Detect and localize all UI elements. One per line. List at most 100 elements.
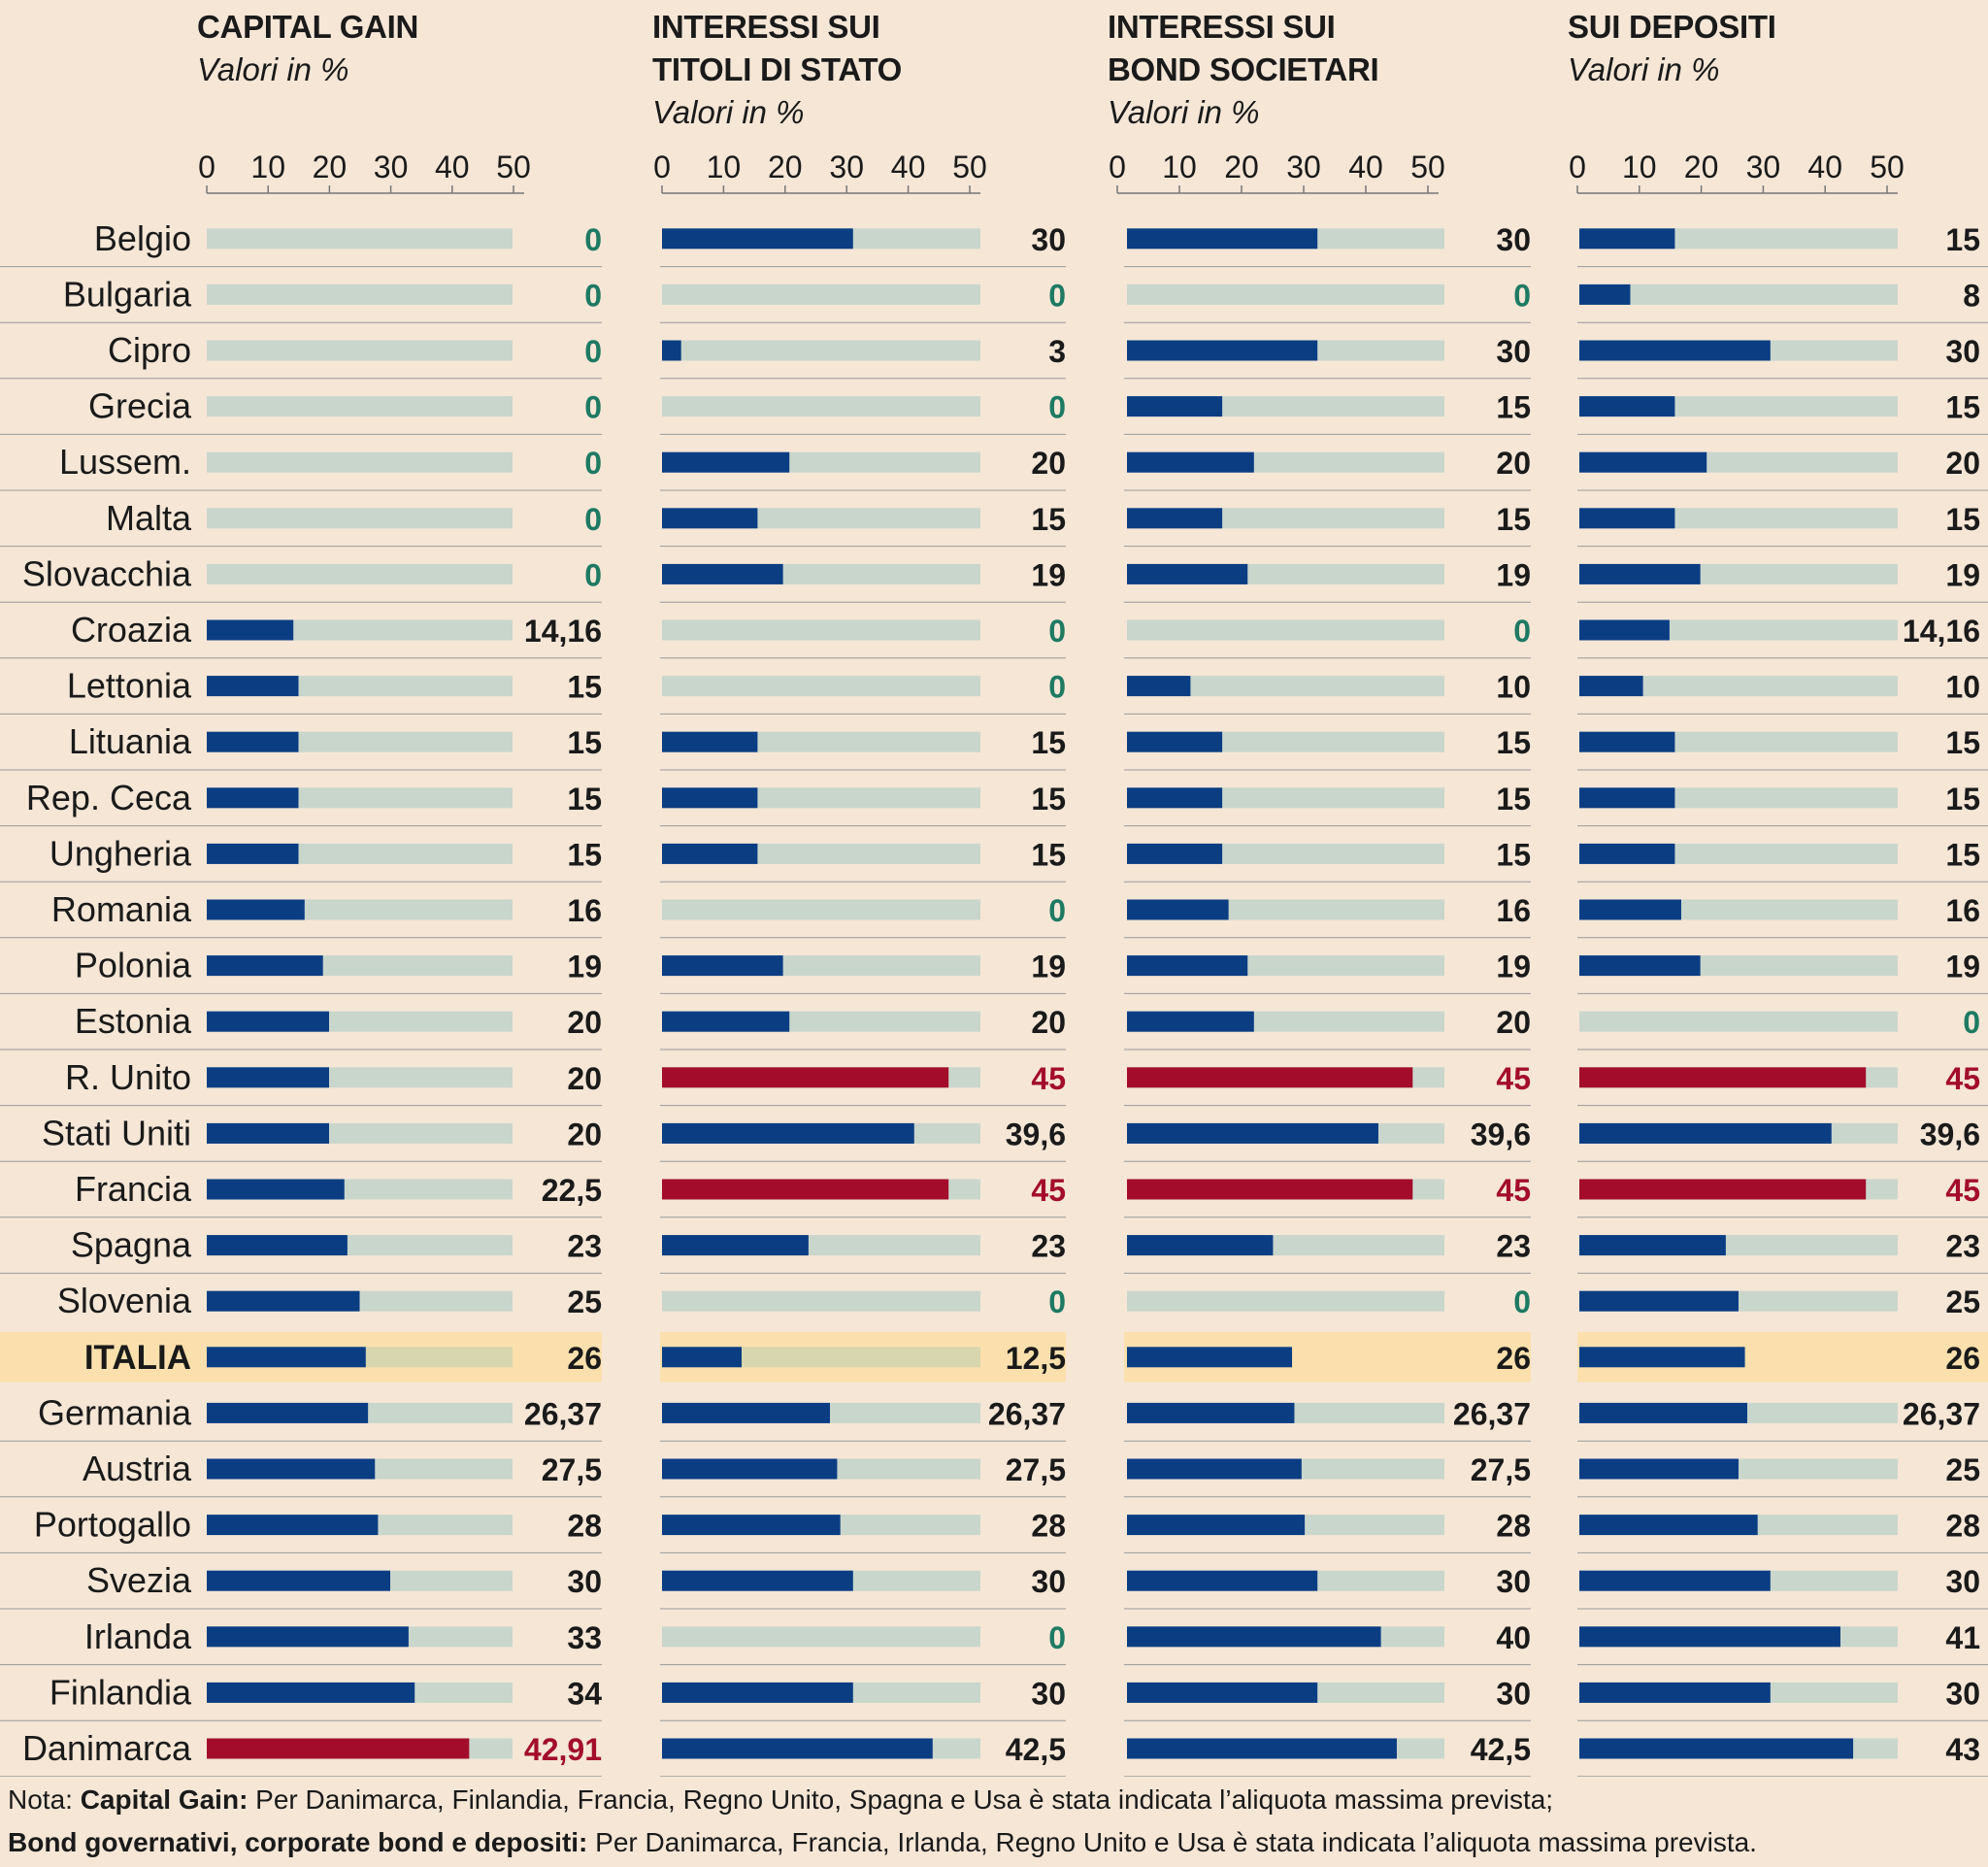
bar-capital-gain-ungheria bbox=[207, 843, 299, 864]
value-label-sui-depositi-bulgaria: 8 bbox=[1963, 278, 1980, 313]
bar-sui-depositi-bulgaria bbox=[1579, 283, 1631, 305]
bar-sui-depositi-slovenia bbox=[1579, 1290, 1739, 1312]
category-label-cipro: Cipro bbox=[108, 330, 191, 370]
tick-label-sui-depositi-10: 10 bbox=[1622, 150, 1657, 184]
value-label-sui-depositi-finlandia: 30 bbox=[1945, 1676, 1980, 1711]
value-label-interessi-sui-bond-societari-ungheria: 15 bbox=[1496, 837, 1531, 872]
bar-capital-gain-lituania bbox=[207, 731, 299, 752]
bar-interessi-sui-titoli-di-stato-portogallo bbox=[662, 1515, 841, 1536]
value-label-sui-depositi-portogallo: 28 bbox=[1945, 1509, 1980, 1544]
bar-capital-gain-slovenia bbox=[207, 1290, 360, 1312]
tick-label-interessi-sui-titoli-di-stato-50: 50 bbox=[952, 150, 987, 184]
value-label-interessi-sui-titoli-di-stato-stati-uniti: 39,6 bbox=[1006, 1117, 1066, 1151]
value-label-sui-depositi-grecia: 15 bbox=[1945, 390, 1980, 425]
value-label-capital-gain-croazia: 14,16 bbox=[524, 614, 602, 649]
value-label-interessi-sui-titoli-di-stato-irlanda: 0 bbox=[1048, 1620, 1066, 1655]
bar-sui-depositi-cipro bbox=[1579, 340, 1771, 361]
value-label-capital-gain-lussem: 0 bbox=[584, 446, 602, 481]
value-label-interessi-sui-titoli-di-stato-cipro: 3 bbox=[1048, 334, 1066, 369]
track-capital-gain-belgio bbox=[207, 228, 513, 250]
bar-interessi-sui-titoli-di-stato-polonia bbox=[662, 955, 783, 977]
bar-capital-gain-italia bbox=[207, 1347, 366, 1368]
value-label-sui-depositi-r-unito: 45 bbox=[1945, 1061, 1980, 1096]
value-label-interessi-sui-bond-societari-germania: 26,37 bbox=[1453, 1396, 1531, 1431]
value-label-capital-gain-portogallo: 28 bbox=[567, 1509, 602, 1544]
value-label-interessi-sui-titoli-di-stato-grecia: 0 bbox=[1048, 390, 1066, 425]
bar-sui-depositi-danimarca bbox=[1579, 1738, 1854, 1759]
bar-capital-gain-francia bbox=[207, 1179, 345, 1200]
panel-title-line-2: TITOLI DI STATO bbox=[652, 51, 903, 87]
value-label-interessi-sui-bond-societari-slovenia: 0 bbox=[1513, 1284, 1531, 1319]
bar-sui-depositi-r-unito bbox=[1579, 1067, 1867, 1088]
track-interessi-sui-titoli-di-stato-irlanda bbox=[662, 1626, 980, 1648]
bar-interessi-sui-bond-societari-finlandia bbox=[1127, 1682, 1318, 1703]
category-label-lituania: Lituania bbox=[69, 721, 192, 761]
value-label-sui-depositi-italia: 26 bbox=[1945, 1341, 1980, 1376]
value-label-capital-gain-romania: 16 bbox=[567, 893, 602, 928]
category-label-irlanda: Irlanda bbox=[84, 1617, 192, 1656]
value-label-interessi-sui-bond-societari-lussem: 20 bbox=[1496, 446, 1531, 481]
category-label-ungheria: Ungheria bbox=[50, 833, 192, 873]
bar-capital-gain-irlanda bbox=[207, 1626, 409, 1648]
tick-label-interessi-sui-titoli-di-stato-10: 10 bbox=[707, 150, 742, 184]
footnote-text-capital-gain: Per Danimarca, Finlandia, Francia, Regno… bbox=[248, 1784, 1554, 1815]
track-interessi-sui-titoli-di-stato-lettonia bbox=[662, 676, 980, 697]
tick-label-capital-gain-0: 0 bbox=[198, 150, 215, 184]
bar-sui-depositi-svezia bbox=[1579, 1570, 1771, 1591]
value-label-interessi-sui-titoli-di-stato-bulgaria: 0 bbox=[1048, 278, 1066, 313]
value-label-capital-gain-grecia: 0 bbox=[584, 390, 602, 425]
bar-interessi-sui-titoli-di-stato-cipro bbox=[662, 340, 681, 361]
value-label-interessi-sui-bond-societari-portogallo: 28 bbox=[1496, 1509, 1531, 1544]
bar-sui-depositi-malta bbox=[1579, 508, 1675, 529]
tick-label-capital-gain-20: 20 bbox=[313, 150, 348, 184]
bar-interessi-sui-bond-societari-italia bbox=[1127, 1347, 1293, 1368]
bar-capital-gain-finlandia bbox=[207, 1682, 415, 1703]
category-label-austria: Austria bbox=[83, 1449, 192, 1488]
bar-interessi-sui-bond-societari-lussem bbox=[1127, 451, 1254, 473]
track-interessi-sui-titoli-di-stato-croazia bbox=[662, 619, 980, 641]
track-interessi-sui-titoli-di-stato-cipro bbox=[662, 340, 980, 361]
footnote-line-2: Bond governativi, corporate bond e depos… bbox=[8, 1821, 1978, 1864]
bar-sui-depositi-austria bbox=[1579, 1458, 1739, 1480]
track-capital-gain-bulgaria bbox=[207, 283, 513, 305]
footnote-label-bonds: Bond governativi, corporate bond e depos… bbox=[8, 1827, 588, 1857]
value-label-sui-depositi-irlanda: 41 bbox=[1945, 1620, 1980, 1655]
bar-interessi-sui-bond-societari-portogallo bbox=[1127, 1515, 1306, 1536]
bar-interessi-sui-bond-societari-estonia bbox=[1127, 1011, 1254, 1032]
track-interessi-sui-bond-societari-croazia bbox=[1127, 619, 1444, 641]
track-sui-depositi-bulgaria bbox=[1579, 283, 1898, 305]
value-label-interessi-sui-bond-societari-bulgaria: 0 bbox=[1513, 278, 1531, 313]
value-label-sui-depositi-belgio: 15 bbox=[1945, 222, 1980, 257]
category-label-r-unito: R. Unito bbox=[65, 1057, 191, 1097]
value-label-interessi-sui-titoli-di-stato-belgio: 30 bbox=[1031, 222, 1066, 257]
bar-interessi-sui-titoli-di-stato-belgio bbox=[662, 228, 853, 250]
value-label-interessi-sui-bond-societari-estonia: 20 bbox=[1496, 1005, 1531, 1040]
category-label-malta: Malta bbox=[106, 498, 192, 538]
bar-capital-gain-rep-ceca bbox=[207, 787, 299, 809]
value-label-sui-depositi-croazia: 14,16 bbox=[1903, 614, 1980, 649]
bar-sui-depositi-stati-uniti bbox=[1579, 1122, 1832, 1144]
category-label-estonia: Estonia bbox=[75, 1001, 192, 1041]
value-label-capital-gain-spagna: 23 bbox=[567, 1229, 602, 1264]
value-label-sui-depositi-germania: 26,37 bbox=[1903, 1396, 1980, 1431]
value-label-sui-depositi-rep-ceca: 15 bbox=[1945, 782, 1980, 817]
bar-sui-depositi-francia bbox=[1579, 1179, 1867, 1200]
value-label-capital-gain-polonia: 19 bbox=[567, 950, 602, 984]
bar-interessi-sui-titoli-di-stato-austria bbox=[662, 1458, 838, 1480]
bar-interessi-sui-bond-societari-svezia bbox=[1127, 1570, 1318, 1591]
panel-title-line-1: INTERESSI SUI bbox=[1108, 9, 1336, 45]
bar-sui-depositi-italia bbox=[1579, 1347, 1745, 1368]
category-label-spagna: Spagna bbox=[71, 1225, 192, 1265]
bar-interessi-sui-titoli-di-stato-slovacchia bbox=[662, 563, 783, 584]
value-label-capital-gain-estonia: 20 bbox=[567, 1005, 602, 1040]
bar-interessi-sui-bond-societari-polonia bbox=[1127, 955, 1248, 977]
value-label-sui-depositi-austria: 25 bbox=[1945, 1452, 1980, 1487]
value-label-sui-depositi-spagna: 23 bbox=[1945, 1229, 1980, 1264]
bar-sui-depositi-lituania bbox=[1579, 731, 1675, 752]
value-label-interessi-sui-bond-societari-svezia: 30 bbox=[1496, 1564, 1531, 1599]
tick-label-interessi-sui-bond-societari-10: 10 bbox=[1162, 150, 1197, 184]
value-label-interessi-sui-bond-societari-lettonia: 10 bbox=[1496, 670, 1531, 705]
value-label-sui-depositi-malta: 15 bbox=[1945, 502, 1980, 537]
value-label-interessi-sui-titoli-di-stato-malta: 15 bbox=[1031, 502, 1066, 537]
bar-interessi-sui-titoli-di-stato-stati-uniti bbox=[662, 1122, 914, 1144]
